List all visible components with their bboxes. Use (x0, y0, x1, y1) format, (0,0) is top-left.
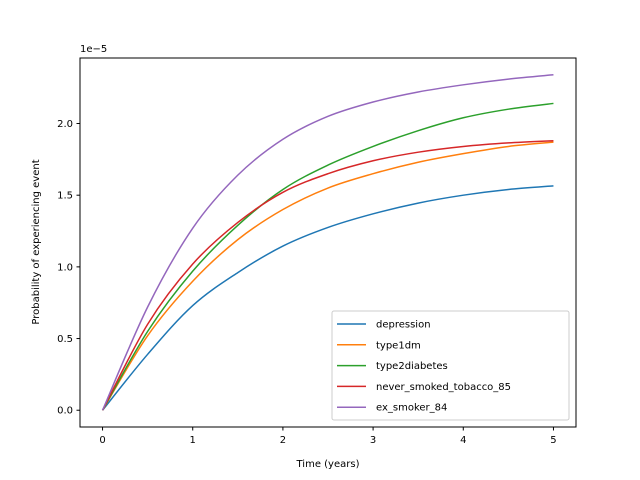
x-axis-ticks: 0 1 2 3 4 5 (99, 427, 557, 446)
legend-label-type1dm: type1dm (376, 340, 421, 351)
x-tick-label: 1 (190, 435, 196, 446)
y-tick-label: 0.5 (57, 334, 73, 345)
legend: depression type1dm type2diabetes never_smok… (331, 310, 570, 421)
x-axis-label: Time (years) (296, 459, 360, 470)
series-lines (101, 74, 554, 411)
series-line-depression (101, 185, 554, 411)
series-line-ex-smoker-84 (101, 74, 554, 411)
y-tick-label: 2.0 (57, 119, 73, 130)
series-line-never-smoked-tobacco-85 (101, 139, 554, 411)
x-tick-label: 0 (99, 435, 105, 446)
series-line-type1dm (101, 141, 554, 411)
y-axis-ticks: 0.0 0.5 1.0 1.5 2.0 (57, 119, 80, 417)
legend-frame (331, 310, 570, 421)
y-tick-label: 1.5 (57, 191, 73, 202)
x-tick-label: 2 (280, 435, 286, 446)
y-offset-label: 1e−5 (80, 44, 107, 55)
x-tick-label: 4 (460, 435, 466, 446)
y-axis-label: Probability of experiencing event (31, 159, 42, 324)
series-line-type2diabetes (101, 102, 554, 411)
y-tick-label: 0.0 (57, 406, 73, 417)
legend-label-depression: depression (376, 320, 431, 331)
x-tick-label: 3 (370, 435, 376, 446)
legend-label-never-smoked-tobacco-85: never_smoked_tobacco_85 (376, 382, 511, 393)
legend-label-ex-smoker-84: ex_smoker_84 (376, 403, 447, 414)
legend-label-type2diabetes: type2diabetes (376, 361, 448, 372)
x-tick-label: 5 (550, 435, 556, 446)
y-tick-label: 1.0 (57, 262, 73, 273)
plot-frame (79, 57, 577, 428)
